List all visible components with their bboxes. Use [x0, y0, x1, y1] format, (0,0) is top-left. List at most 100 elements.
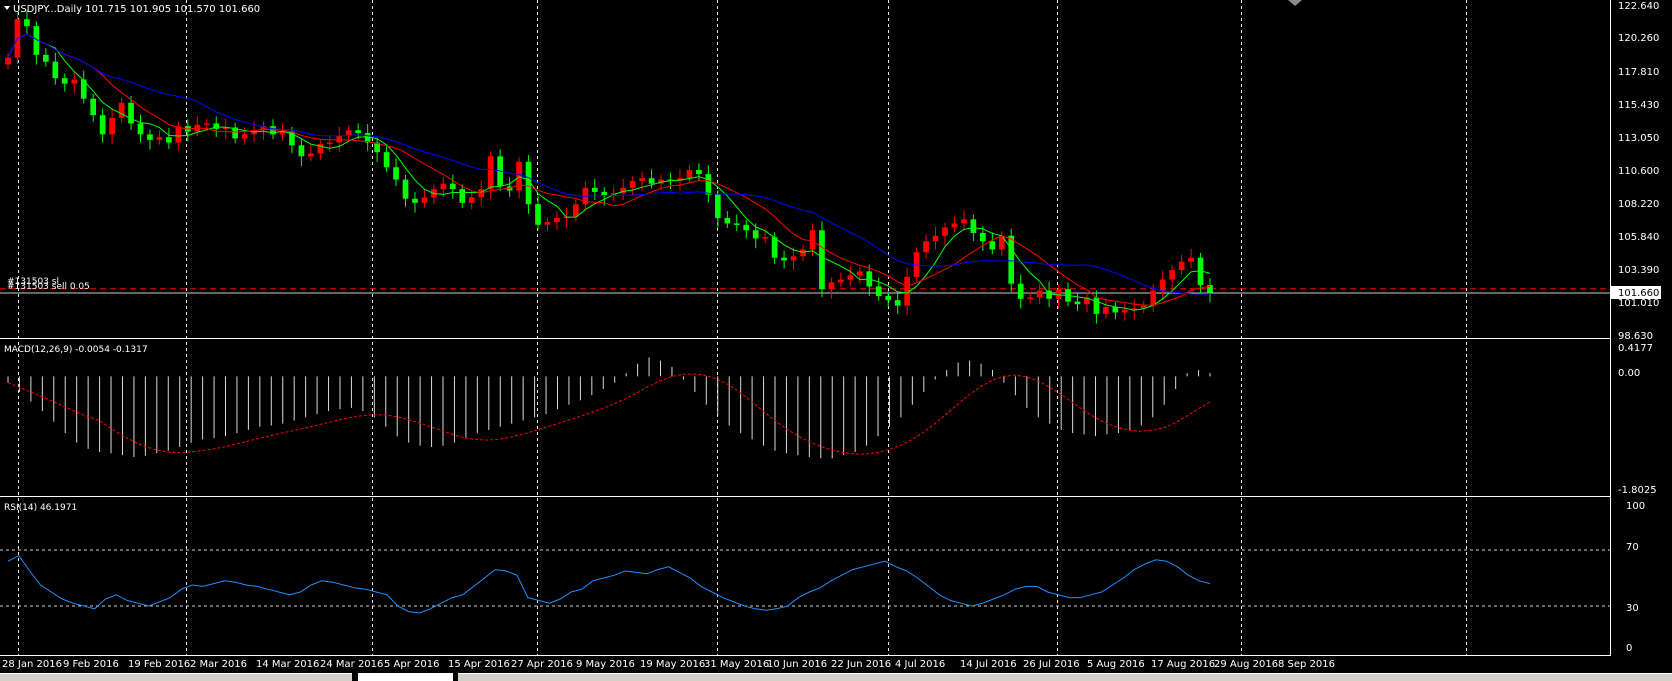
- date-label: 14 Mar 2016: [256, 659, 319, 670]
- ma-fast-line: [7, 33, 1211, 311]
- candle-body: [99, 115, 106, 135]
- candle-body: [43, 54, 49, 62]
- candle-body: [1084, 297, 1090, 305]
- candle-body: [1112, 307, 1119, 313]
- price-tick: 98.630: [1618, 331, 1653, 342]
- candle-body: [80, 79, 87, 99]
- candle-body: [544, 222, 551, 225]
- candle-body: [1140, 305, 1147, 309]
- date-label: 27 Apr 2016: [511, 659, 573, 670]
- date-label: 19 Feb 2016: [128, 659, 190, 670]
- rsi-tick: 100: [1626, 501, 1645, 512]
- candle-body: [1027, 297, 1034, 299]
- candle-body: [317, 143, 324, 154]
- candle-body: [279, 131, 286, 135]
- candle-body: [1197, 257, 1204, 286]
- macd-pane[interactable]: [7, 357, 1211, 459]
- candle-body: [241, 134, 248, 139]
- price-tick: 101.010: [1618, 298, 1659, 309]
- candle-body: [61, 78, 68, 84]
- candle-body: [961, 219, 967, 224]
- price-tick: 122.640: [1618, 1, 1659, 12]
- candle-body: [932, 235, 939, 242]
- candle-body: [980, 233, 986, 242]
- candle-body: [166, 137, 172, 143]
- macd-tick: 0.4177: [1618, 343, 1653, 354]
- candle-body: [686, 169, 693, 179]
- price-pane[interactable]: [0, 10, 1610, 324]
- date-label: 29 Aug 2016: [1214, 659, 1278, 670]
- candle-body: [1188, 257, 1194, 262]
- chart-tab[interactable]: [0, 673, 352, 681]
- candle-body: [601, 191, 608, 197]
- candle-body: [894, 300, 901, 306]
- candle-body: [715, 194, 721, 218]
- candle-body: [885, 296, 892, 301]
- ma-slow-line: [7, 33, 1211, 295]
- candle-body: [449, 183, 456, 190]
- date-label: 17 Aug 2016: [1151, 659, 1215, 670]
- date-label: 31 May 2016: [704, 659, 769, 670]
- price-tick: 117.810: [1618, 67, 1659, 78]
- rsi-line: [7, 554, 1211, 614]
- candle-body: [838, 279, 844, 283]
- ma-mid-line: [7, 33, 1211, 306]
- candle-body: [1121, 309, 1128, 313]
- date-label: 14 Jul 2016: [960, 659, 1017, 670]
- macd-signal-line: [7, 373, 1211, 455]
- candle-body: [573, 204, 579, 217]
- candle-body: [790, 256, 797, 261]
- candle-body: [345, 130, 352, 136]
- candle-body: [421, 197, 428, 203]
- candle-body: [847, 275, 854, 280]
- date-label: 2 Mar 2016: [190, 659, 247, 670]
- macd-label: MACD(12,26,9) -0.0054 -0.1317: [4, 345, 148, 355]
- symbol-header: USDJPY...Daily 101.715 101.905 101.570 1…: [13, 4, 260, 15]
- chart-tab-active[interactable]: [358, 673, 453, 681]
- candle-body: [71, 79, 78, 84]
- rsi-pane[interactable]: [0, 549, 1610, 614]
- candle-body: [90, 98, 97, 116]
- candle-body: [1093, 297, 1100, 314]
- candle-body: [904, 276, 910, 306]
- candle-body: [733, 223, 740, 225]
- candle-body: [743, 224, 750, 231]
- date-label: 9 Feb 2016: [63, 659, 119, 670]
- price-tick: 120.260: [1618, 33, 1659, 44]
- candle-body: [951, 223, 958, 228]
- candle-body: [393, 167, 399, 180]
- candle-body: [175, 126, 182, 143]
- candle-body: [648, 178, 655, 184]
- candle-body: [33, 26, 40, 55]
- rsi-label: RSI(14) 46.1971: [4, 503, 77, 513]
- price-tick: 108.220: [1618, 199, 1659, 210]
- candle-body: [1150, 290, 1157, 306]
- date-label: 9 May 2016: [576, 659, 635, 670]
- candle-body: [800, 249, 806, 257]
- candle-body: [998, 235, 1005, 250]
- candle-body: [336, 135, 343, 143]
- shift-marker-icon[interactable]: [1288, 0, 1302, 6]
- current-price-box: [1611, 286, 1661, 299]
- order-sl-label: #131503 sl: [7, 277, 59, 287]
- candle-body: [355, 130, 362, 133]
- candle-body: [1207, 285, 1213, 293]
- date-label: 5 Aug 2016: [1087, 659, 1145, 670]
- candle-body: [402, 179, 409, 199]
- candle-body: [516, 161, 522, 191]
- candle-body: [1159, 279, 1166, 291]
- candle-body: [440, 183, 447, 190]
- date-label: 22 Jun 2016: [831, 659, 891, 670]
- candle-body: [629, 180, 636, 188]
- date-label: 28 Jan 2016: [2, 659, 62, 670]
- price-tick: 115.430: [1618, 100, 1659, 111]
- date-label: 5 Apr 2016: [384, 659, 439, 670]
- candle-body: [308, 153, 314, 157]
- chart-tab[interactable]: [458, 673, 1672, 681]
- candle-body: [535, 204, 541, 225]
- candle-body: [364, 132, 371, 143]
- dropdown-arrow-icon[interactable]: [4, 6, 10, 10]
- candle-body: [326, 142, 333, 145]
- date-label: 4 Jul 2016: [895, 659, 945, 670]
